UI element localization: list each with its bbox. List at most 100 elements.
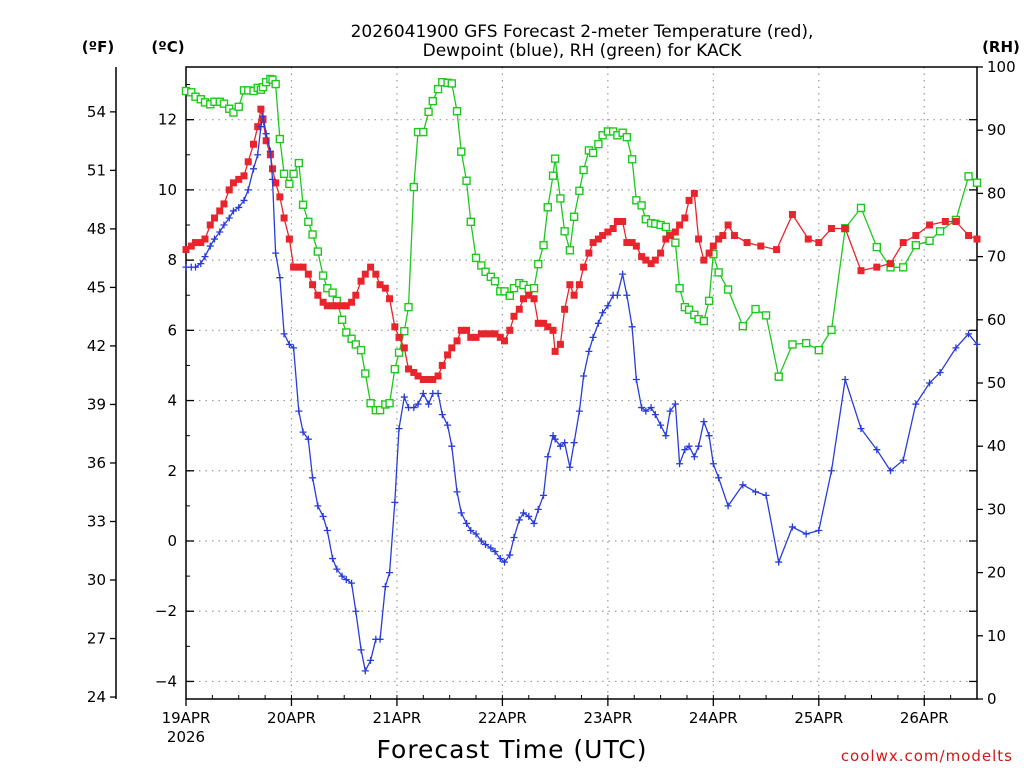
fahrenheit-tick-label: 30 — [87, 571, 106, 589]
rh-point — [588, 148, 598, 158]
temperature-point — [534, 319, 542, 327]
temperature-point — [540, 319, 548, 327]
temperature-point — [681, 214, 689, 222]
temperature-series — [182, 105, 981, 383]
dewpoint-point — [323, 526, 331, 534]
dewpoint-point — [700, 418, 708, 426]
fahrenheit-tick-label: 27 — [87, 630, 106, 648]
temperature-point — [973, 235, 981, 243]
rh-point — [187, 88, 196, 97]
rh-point — [788, 340, 797, 349]
dewpoint-point — [551, 435, 559, 443]
temperature-point — [400, 344, 408, 352]
rh-point — [356, 345, 366, 355]
dewpoint-point — [414, 400, 422, 408]
rh-tick-label: 20 — [987, 564, 1006, 582]
temperature-point — [304, 270, 312, 278]
dewpoint-point — [973, 340, 981, 348]
rh-point — [774, 372, 783, 381]
temperature-point — [472, 333, 480, 341]
dewpoint-point — [739, 481, 747, 489]
fahrenheit-tick-label: 51 — [87, 161, 106, 179]
temperature-point — [410, 368, 418, 376]
rh-point — [234, 102, 243, 112]
rh-series — [181, 74, 982, 415]
fahrenheit-tick-label: 33 — [87, 512, 106, 530]
rh-point — [579, 165, 588, 175]
rh-point — [856, 203, 866, 213]
temperature-point — [510, 312, 518, 320]
dewpoint-point — [887, 467, 895, 475]
chart-title-line1: 2026041900 GFS Forecast 2-meter Temperat… — [351, 22, 814, 42]
temperature-point — [952, 217, 960, 225]
dewpoint-point — [262, 130, 270, 138]
temperature-point — [240, 172, 248, 180]
temperature-point — [290, 263, 298, 271]
rh-point — [509, 284, 519, 293]
series-line — [186, 116, 978, 673]
temperature-point — [657, 249, 665, 257]
rh-point — [898, 263, 908, 272]
dewpoint-point — [657, 421, 665, 429]
rh-point — [486, 272, 495, 282]
temperature-point — [463, 326, 471, 334]
temperature-point — [280, 214, 288, 222]
celsius-tick-label: −2 — [155, 602, 177, 620]
rh-point — [751, 304, 760, 314]
dewpoint-point — [191, 263, 199, 271]
rh-point — [627, 155, 637, 164]
fahrenheit-axis-unit: (ºF) — [82, 38, 114, 56]
temperature-point — [551, 347, 559, 355]
rh-point — [298, 200, 308, 209]
dewpoint-point — [589, 333, 597, 341]
dewpoint-point — [802, 530, 810, 538]
dewpoint-point — [556, 442, 564, 450]
dewpoint-point — [965, 330, 973, 338]
rh-point — [400, 326, 409, 336]
rh-point — [671, 238, 680, 247]
dewpoint-point — [642, 407, 650, 415]
dewpoint-point — [410, 404, 418, 412]
temperature-point — [444, 351, 452, 359]
rh-point — [433, 84, 443, 94]
rh-point — [342, 328, 351, 337]
rh-point — [911, 241, 921, 250]
dewpoint-point — [519, 509, 527, 517]
temperature-point — [216, 207, 224, 215]
dewpoint-point — [482, 541, 490, 549]
rh-point — [375, 405, 385, 415]
temperature-point — [599, 232, 607, 240]
temperature-point — [457, 326, 465, 334]
dewpoint-point — [333, 565, 341, 573]
dewpoint-point — [444, 421, 452, 429]
fahrenheit-tick-label: 24 — [87, 688, 106, 706]
dewpoint-point — [244, 186, 252, 194]
rh-tick-label: 30 — [987, 500, 1006, 518]
celsius-tick-label: 8 — [167, 251, 177, 269]
dewpoint-point — [715, 474, 723, 482]
temperature-point — [376, 281, 384, 289]
temperature-point — [367, 263, 375, 271]
temperature-point — [589, 239, 597, 247]
celsius-axis-unit: (ºC) — [151, 38, 184, 56]
dewpoint-point — [276, 274, 284, 282]
dewpoint-point — [259, 112, 267, 120]
dewpoint-point — [329, 555, 337, 563]
rh-point — [308, 230, 317, 239]
temperature-point — [827, 225, 835, 233]
rh-axis-unit: (RH) — [982, 38, 1020, 56]
rh-point — [925, 236, 934, 246]
dewpoint-point — [705, 432, 713, 440]
dewpoint-point — [472, 530, 480, 538]
temperature-point — [220, 200, 228, 208]
temperature-point — [333, 302, 341, 310]
dewpoint-point — [491, 548, 499, 556]
rh-point — [632, 196, 641, 205]
dewpoint-point — [268, 175, 276, 183]
rh-point — [723, 285, 733, 294]
rh-point — [462, 176, 471, 185]
rh-point — [500, 287, 509, 296]
temperature-point — [225, 186, 233, 194]
temperature-point — [730, 232, 738, 240]
